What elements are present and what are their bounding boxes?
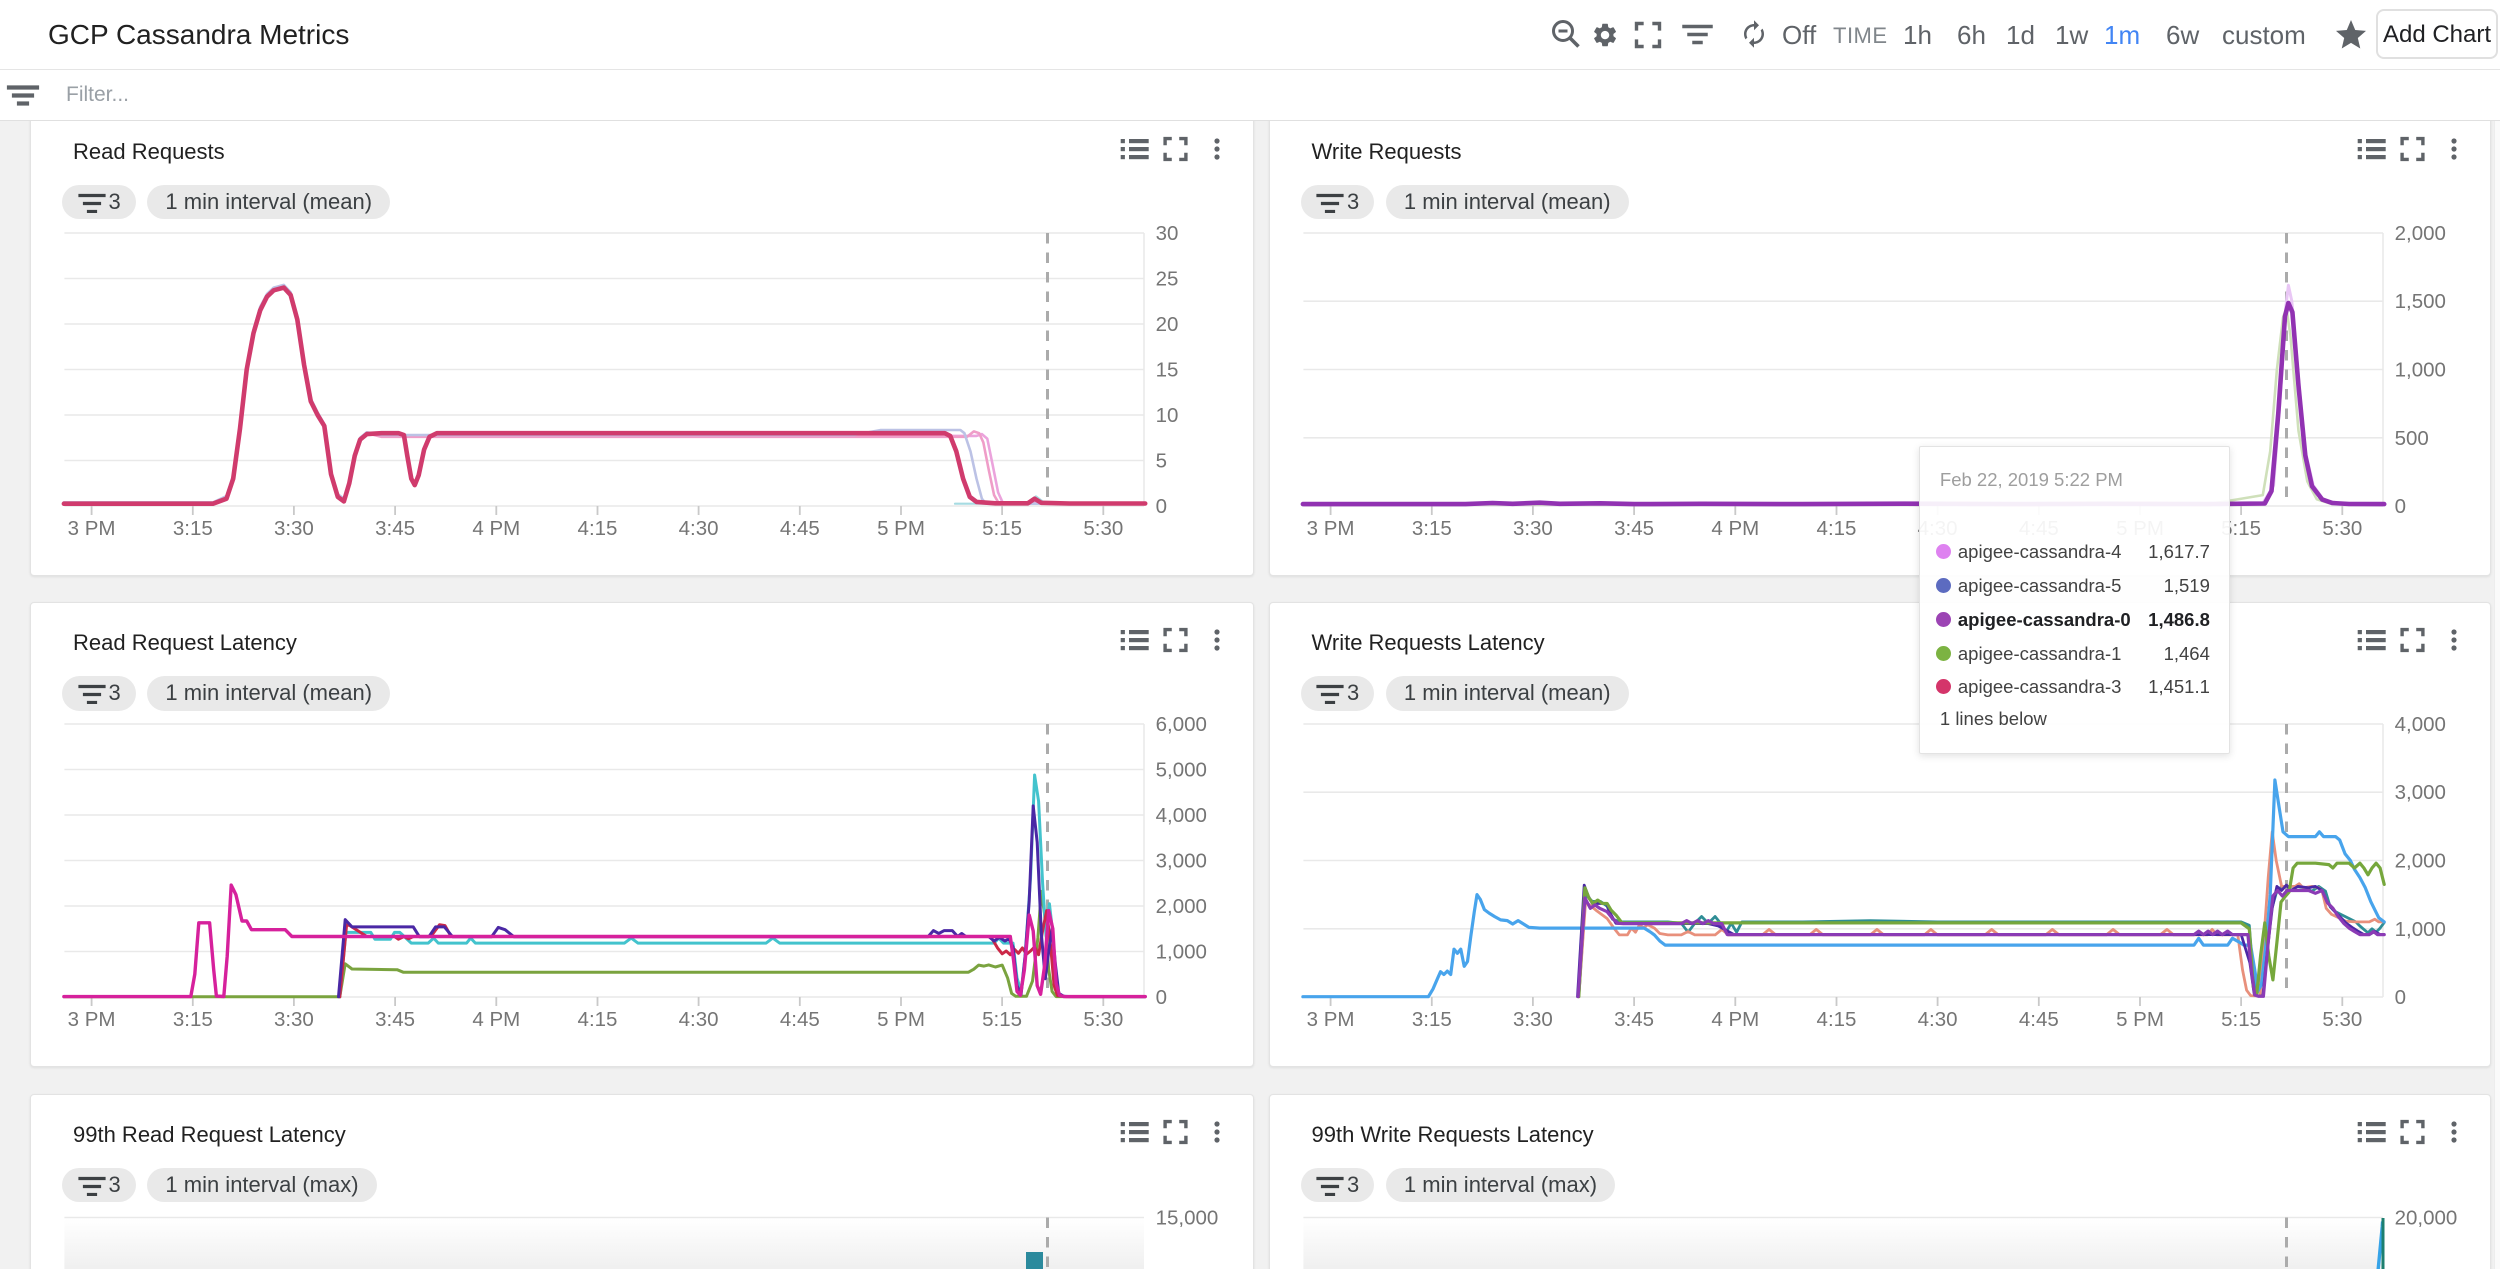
svg-text:25: 25 [1156, 267, 1179, 290]
svg-text:3 PM: 3 PM [68, 1008, 116, 1031]
svg-text:0: 0 [2394, 495, 2405, 518]
svg-text:4:15: 4:15 [578, 517, 618, 540]
svg-text:5:15: 5:15 [2221, 1008, 2261, 1031]
svg-text:2,000: 2,000 [2394, 849, 2445, 872]
svg-text:3:45: 3:45 [375, 517, 415, 540]
svg-text:3:30: 3:30 [274, 1008, 314, 1031]
svg-text:4,000: 4,000 [2394, 713, 2445, 736]
svg-text:2,000: 2,000 [1156, 895, 1207, 918]
svg-text:5:15: 5:15 [982, 1008, 1022, 1031]
svg-text:15,000: 15,000 [1156, 1206, 1219, 1229]
svg-text:4:15: 4:15 [1816, 1008, 1856, 1031]
svg-text:5,000: 5,000 [1156, 758, 1207, 781]
svg-text:4 PM: 4 PM [472, 1008, 520, 1031]
svg-text:0: 0 [2394, 986, 2405, 1009]
svg-text:0: 0 [1156, 495, 1167, 518]
svg-text:4:45: 4:45 [780, 517, 820, 540]
svg-text:5:30: 5:30 [2322, 517, 2362, 540]
svg-text:5 PM: 5 PM [877, 517, 925, 540]
svg-text:10: 10 [1156, 404, 1179, 427]
svg-text:4 PM: 4 PM [1711, 517, 1759, 540]
svg-text:3,000: 3,000 [2394, 781, 2445, 804]
svg-text:6,000: 6,000 [1156, 713, 1207, 736]
svg-text:20,000: 20,000 [2394, 1206, 2457, 1229]
svg-text:3:45: 3:45 [1614, 1008, 1654, 1031]
svg-text:4:30: 4:30 [679, 517, 719, 540]
svg-text:4:30: 4:30 [679, 1008, 719, 1031]
svg-text:5 PM: 5 PM [2116, 1008, 2164, 1031]
svg-text:1,000: 1,000 [1156, 940, 1207, 963]
svg-text:5 PM: 5 PM [877, 1008, 925, 1031]
svg-text:2,000: 2,000 [2394, 222, 2445, 245]
svg-text:20: 20 [1156, 313, 1179, 336]
svg-text:15: 15 [1156, 358, 1179, 381]
svg-text:5:30: 5:30 [1083, 517, 1123, 540]
svg-text:3:15: 3:15 [1411, 1008, 1451, 1031]
svg-text:5:15: 5:15 [2221, 517, 2261, 540]
svg-text:3,000: 3,000 [1156, 849, 1207, 872]
svg-text:4 PM: 4 PM [472, 517, 520, 540]
svg-text:4:45: 4:45 [780, 1008, 820, 1031]
svg-text:3:15: 3:15 [173, 1008, 213, 1031]
svg-text:30: 30 [1156, 222, 1179, 245]
svg-text:3 PM: 3 PM [68, 517, 116, 540]
svg-text:5:30: 5:30 [2322, 1008, 2362, 1031]
svg-text:3:15: 3:15 [173, 517, 213, 540]
svg-text:5:30: 5:30 [1083, 1008, 1123, 1031]
svg-text:5:15: 5:15 [982, 517, 1022, 540]
svg-text:4:15: 4:15 [578, 1008, 618, 1031]
svg-text:3:30: 3:30 [1512, 1008, 1552, 1031]
svg-text:500: 500 [2394, 426, 2428, 449]
svg-text:4,000: 4,000 [1156, 804, 1207, 827]
svg-text:5: 5 [1156, 449, 1167, 472]
svg-text:1,000: 1,000 [2394, 358, 2445, 381]
svg-text:3:30: 3:30 [274, 517, 314, 540]
svg-text:3 PM: 3 PM [1306, 517, 1354, 540]
svg-text:3:45: 3:45 [1614, 517, 1654, 540]
svg-text:3:45: 3:45 [375, 1008, 415, 1031]
svg-text:4:45: 4:45 [2018, 1008, 2058, 1031]
svg-text:1,000: 1,000 [2394, 918, 2445, 941]
svg-text:1,500: 1,500 [2394, 290, 2445, 313]
svg-text:4:15: 4:15 [1816, 517, 1856, 540]
svg-text:4 PM: 4 PM [1711, 1008, 1759, 1031]
svg-text:4:30: 4:30 [1917, 1008, 1957, 1031]
svg-text:3 PM: 3 PM [1306, 1008, 1354, 1031]
svg-text:0: 0 [1156, 986, 1167, 1009]
svg-text:3:30: 3:30 [1512, 517, 1552, 540]
svg-text:3:15: 3:15 [1411, 517, 1451, 540]
